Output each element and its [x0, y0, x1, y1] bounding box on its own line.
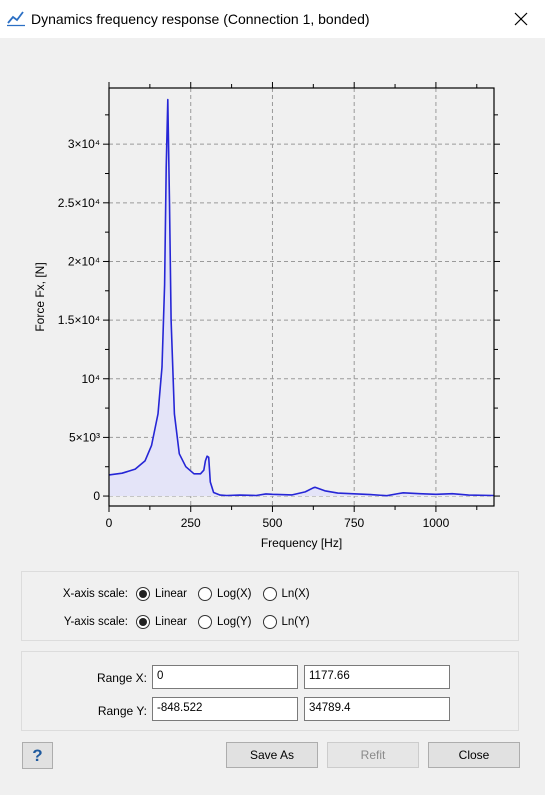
- radio-icon[interactable]: [197, 615, 212, 629]
- x-tick-label: 500: [262, 516, 282, 530]
- y-tick-label: 0: [93, 489, 100, 503]
- range-x-label: Range X:: [96, 671, 147, 685]
- radio-icon[interactable]: [136, 587, 150, 601]
- frequency-response-chart: 0 250 500 750 1000 0 5×10³ 10⁴ 1.5×10⁴ 2×10⁴ 2.5×1…: [33, 82, 500, 550]
- range-x-min-input[interactable]: 0: [152, 665, 298, 689]
- y-scale-label: Y-axis scale:: [63, 616, 128, 628]
- window-title: Dynamics frequency response (Connection …: [31, 11, 370, 27]
- y-scale-row: Y-axis scale: Linear Log(Y) Ln(Y): [50, 613, 321, 631]
- ticks: [103, 82, 500, 512]
- refit-button[interactable]: Refit: [327, 742, 419, 768]
- y-tick-label: 3×10⁴: [68, 137, 100, 151]
- tick-labels: 0 250 500 750 1000 0 5×10³ 10⁴ 1.5×10⁴ 2×10⁴ 2.5×1…: [58, 137, 450, 530]
- radio-icon[interactable]: [136, 615, 150, 629]
- radio-icon[interactable]: [262, 615, 277, 629]
- y-tick-label: 1.5×10⁴: [58, 313, 100, 327]
- axis-scale-group: X-axis scale: Linear Log(X) Ln(X) Y-axis…: [21, 571, 519, 641]
- y-tick-label: 5×10³: [69, 430, 100, 444]
- y-tick-label: 10⁴: [81, 372, 100, 386]
- x-axis-label: Frequency [Hz]: [261, 536, 342, 550]
- x-scale-linear[interactable]: Linear: [136, 587, 187, 601]
- range-group: Range X: 0 1177.66 Range Y: -848.522 347…: [21, 651, 519, 731]
- y-scale-ln[interactable]: Ln(Y): [262, 615, 310, 629]
- x-scale-log[interactable]: Log(X): [197, 587, 252, 601]
- plot-border: [108, 87, 495, 507]
- radio-icon[interactable]: [262, 587, 277, 601]
- close-button[interactable]: Close: [428, 742, 520, 768]
- x-tick-label: 750: [344, 516, 364, 530]
- help-button[interactable]: ?: [22, 742, 53, 769]
- y-tick-label: 2.5×10⁴: [58, 196, 100, 210]
- x-tick-label: 250: [181, 516, 201, 530]
- save-as-button[interactable]: Save As: [226, 742, 318, 768]
- y-scale-log[interactable]: Log(Y): [197, 615, 252, 629]
- x-tick-label: 0: [106, 516, 113, 530]
- range-y-label: Range Y:: [97, 704, 147, 718]
- y-axis-label: Force Fx, [N]: [33, 262, 47, 331]
- x-tick-label: 1000: [423, 516, 450, 530]
- radio-icon[interactable]: [197, 587, 212, 601]
- plot-frame: [108, 87, 495, 507]
- y-scale-linear[interactable]: Linear: [136, 615, 187, 629]
- range-y-min-input[interactable]: -848.522: [152, 697, 298, 721]
- series-path: [108, 98, 494, 497]
- line-chart-icon: [7, 11, 25, 27]
- series-line: [108, 98, 494, 497]
- title-bar: Dynamics frequency response (Connection …: [0, 0, 545, 38]
- chart-area: 0 250 500 750 1000 0 5×10³ 10⁴ 1.5×10⁴ 2×10⁴ 2.5×1…: [0, 38, 545, 568]
- x-scale-ln[interactable]: Ln(X): [262, 587, 310, 601]
- x-scale-row: X-axis scale: Linear Log(X) Ln(X): [50, 585, 321, 603]
- x-scale-label: X-axis scale:: [62, 588, 128, 600]
- range-x-max-input[interactable]: 1177.66: [304, 665, 450, 689]
- window-close-button[interactable]: [504, 4, 538, 34]
- range-y-max-input[interactable]: 34789.4: [304, 697, 450, 721]
- y-tick-label: 2×10⁴: [68, 254, 100, 268]
- close-icon: [514, 12, 528, 26]
